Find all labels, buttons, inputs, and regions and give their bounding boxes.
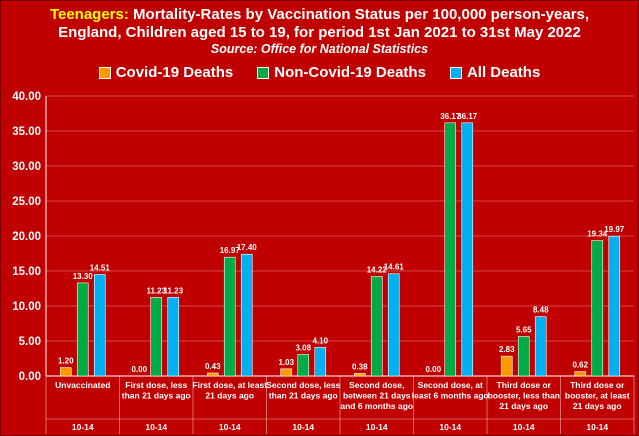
legend-item-covid: Covid-19 Deaths (98, 64, 234, 81)
legend-item-all: All Deaths (449, 64, 541, 81)
chart-title-line2: England, Children aged 15 to 19, for per… (58, 24, 581, 41)
data-label: 1.20 (58, 357, 74, 366)
data-label: 11.23 (163, 286, 183, 295)
bar (500, 355, 513, 377)
legend-label-covid: Covid-19 Deaths (115, 64, 234, 81)
data-label: 3.08 (295, 343, 311, 352)
data-label: 36.17 (440, 112, 461, 121)
data-label: 0.62 (572, 361, 588, 370)
bar (517, 336, 530, 377)
group-label: 10-14 (439, 422, 461, 432)
bar (59, 367, 72, 377)
data-label: 0.00 (131, 365, 147, 374)
title-lead: Teenagers: (49, 6, 129, 23)
y-tick-label: 20.00 (12, 231, 41, 243)
bar (591, 240, 604, 377)
data-label: 0.38 (352, 362, 368, 371)
data-label: 8.48 (533, 306, 549, 315)
bar (534, 316, 547, 377)
x-tick-label: First dose, less (125, 380, 187, 390)
x-tick-label: than 21 days ago (269, 391, 338, 401)
y-tick-label: 15.00 (12, 266, 41, 278)
chart-title-line1: Teenagers: Mortality-Rates by Vaccinatio… (0, 6, 639, 23)
legend-label-all: All Deaths (466, 64, 541, 81)
group-label: 10-14 (219, 422, 241, 432)
group-label: 10-14 (292, 422, 314, 432)
bar (206, 372, 219, 377)
group-label: 10-14 (366, 422, 388, 432)
y-tick-label: 10.00 (12, 301, 41, 313)
data-label: 1.03 (278, 358, 294, 367)
title-text: Mortality-Rates by Vaccination Status pe… (133, 6, 590, 23)
x-tick-label: and 6 months ago (340, 401, 413, 411)
x-tick-label: booster, at least (565, 391, 630, 401)
bar (76, 282, 89, 377)
y-tick-label: 35.00 (12, 126, 41, 138)
group-label: 10-14 (586, 422, 608, 432)
legend-item-noncovid: Non-Covid-19 Deaths (257, 64, 426, 81)
data-label: 17.40 (237, 243, 258, 252)
bar (387, 273, 400, 377)
x-tick-label: between 21 days (343, 391, 411, 401)
bar (353, 373, 366, 377)
bar (461, 122, 474, 377)
legend-swatch-noncovid (257, 66, 270, 79)
data-label: 11.23 (146, 286, 166, 295)
bar (608, 235, 621, 377)
x-tick-label: 21 days ago (205, 391, 254, 401)
x-tick-label: Third dose or (497, 380, 552, 390)
data-label: 14.51 (90, 263, 111, 272)
y-tick-label: 40.00 (12, 91, 41, 103)
bar (223, 256, 236, 377)
bar (314, 346, 327, 377)
x-tick-label: 21 days ago (573, 401, 622, 411)
y-tick-label: 0.00 (19, 371, 41, 383)
x-tick-label: Second dose, at (418, 380, 483, 390)
data-label: 0.43 (205, 362, 221, 371)
group-label: 10-14 (513, 422, 535, 432)
x-tick-label: booster, less than (488, 391, 560, 401)
bar (370, 276, 383, 377)
x-tick-label: than 21 days ago (122, 391, 191, 401)
x-tick-label: 21 days ago (499, 401, 548, 411)
bar (297, 354, 310, 377)
data-label: 16.97 (220, 246, 241, 255)
data-label: 2.83 (499, 345, 515, 354)
y-tick-label: 25.00 (12, 196, 41, 208)
y-tick-label: 5.00 (19, 336, 41, 348)
bar (150, 297, 163, 377)
data-label: 13.30 (73, 272, 94, 281)
data-label: 19.97 (604, 225, 625, 234)
data-label: 14.22 (367, 265, 388, 274)
group-label: 10-14 (72, 422, 94, 432)
legend-swatch-covid (98, 66, 111, 79)
x-tick-label: Unvaccinated (55, 380, 110, 390)
x-tick-label: Second dose, less (266, 380, 340, 390)
data-label: 0.00 (425, 365, 441, 374)
x-tick-label: Third dose or (570, 380, 625, 390)
data-label: 36.17 (457, 112, 478, 121)
bar (167, 297, 180, 377)
x-tick-label: Second dose, (349, 380, 404, 390)
x-tick-label: First dose, at least (192, 380, 267, 390)
data-label: 4.10 (312, 336, 328, 345)
bar (574, 371, 587, 377)
y-tick-label: 30.00 (12, 161, 41, 173)
legend-label-noncovid: Non-Covid-19 Deaths (274, 64, 426, 81)
x-tick-label: least 6 months ago (412, 391, 489, 401)
bar (240, 253, 253, 377)
legend: Covid-19 Deaths Non-Covid-19 Deaths All … (0, 64, 639, 81)
bar (93, 274, 106, 377)
group-label: 10-14 (145, 422, 167, 432)
bar (444, 122, 457, 377)
data-label: 14.61 (384, 263, 405, 272)
data-label: 19.34 (587, 230, 608, 239)
chart-source: Source: Office for National Statistics (210, 42, 429, 56)
bar (280, 368, 293, 377)
legend-swatch-all (449, 66, 462, 79)
data-label: 5.65 (516, 325, 532, 334)
